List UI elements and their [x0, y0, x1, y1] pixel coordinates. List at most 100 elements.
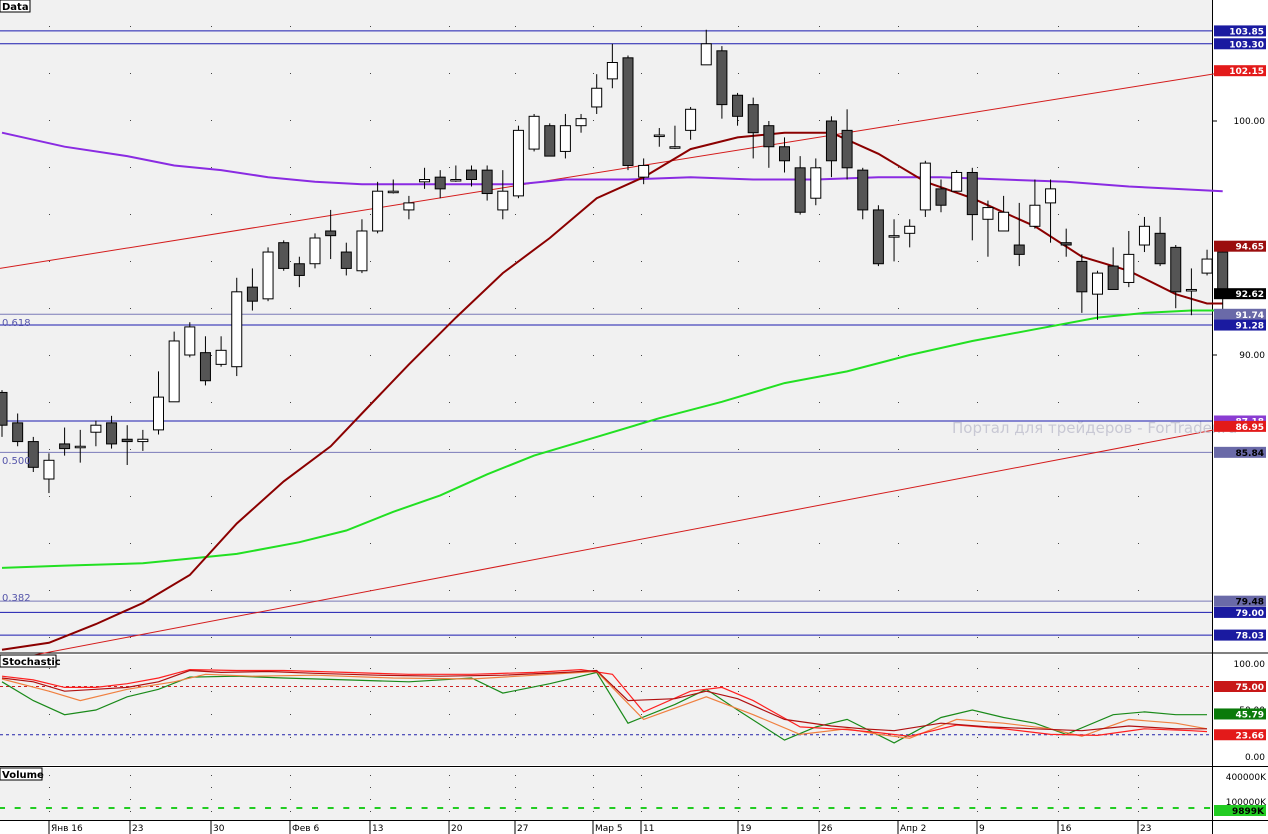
- volume-bar: [828, 807, 835, 809]
- grid-dot: [515, 355, 516, 356]
- volume-bar: [405, 807, 412, 809]
- grid-dot: [738, 355, 739, 356]
- grid-dot: [593, 73, 594, 74]
- horizontal-level-lines: [0, 30, 1212, 636]
- volume-bar: [938, 807, 944, 809]
- volume-bar: [656, 807, 663, 809]
- price-label: 86.95: [1236, 423, 1264, 433]
- volume-bar: [969, 807, 976, 809]
- grid-dot: [1138, 308, 1139, 309]
- data-pane-bg: [0, 0, 1212, 652]
- candle-body: [998, 211, 1010, 232]
- volume-bar: [797, 807, 804, 809]
- grid-dot: [130, 261, 131, 262]
- grid-dot: [130, 799, 131, 800]
- grid-dot: [977, 26, 978, 27]
- fib-label-0382: 0.382: [2, 593, 31, 604]
- stochastic-label-bg: [1214, 729, 1266, 741]
- candle-body: [1138, 225, 1150, 246]
- grid-dot: [211, 308, 212, 309]
- grid-dot: [1138, 120, 1139, 121]
- candle-body: [325, 230, 337, 237]
- candle-body: [231, 291, 243, 368]
- grid-dot: [130, 737, 131, 738]
- grid-dot: [49, 120, 50, 121]
- grid-dot: [130, 26, 131, 27]
- grid-dot: [49, 26, 50, 27]
- grid-dot: [898, 775, 899, 776]
- grid-dot: [593, 737, 594, 738]
- candle-body: [403, 202, 415, 211]
- volume-bar: [515, 807, 522, 809]
- candle-body: [919, 162, 931, 211]
- stoch-tick-label-0: 0.00: [1245, 753, 1265, 763]
- grid-dot: [49, 714, 50, 715]
- grid-dot: [515, 775, 516, 776]
- grid-dot: [211, 355, 212, 356]
- volume-bar: [108, 807, 115, 809]
- price-label: 94.65: [1236, 243, 1264, 253]
- price-label-bg: [1214, 595, 1266, 607]
- candle-body: [638, 164, 650, 178]
- grid-dots: [49, 26, 1139, 812]
- grid-dot: [1058, 775, 1059, 776]
- candle-body: [685, 108, 697, 131]
- grid-dot: [515, 120, 516, 121]
- volume-bar: [390, 807, 397, 809]
- grid-dot: [641, 496, 642, 497]
- grid-dot: [130, 355, 131, 356]
- stochastic-lines: [0, 668, 1212, 744]
- grid-dot: [738, 799, 739, 800]
- volume-title: Volume: [2, 770, 44, 781]
- volume-bar: [499, 807, 506, 809]
- grid-dot: [1138, 496, 1139, 497]
- grid-dot: [211, 120, 212, 121]
- price-label-bg: [1214, 446, 1266, 458]
- volume-bar: [45, 807, 52, 809]
- grid-dot: [593, 590, 594, 591]
- grid-dot: [515, 449, 516, 450]
- grid-dot: [1138, 261, 1139, 262]
- grid-dot: [49, 668, 50, 669]
- grid-dot: [738, 737, 739, 738]
- grid-dot: [449, 167, 450, 168]
- volume-bar: [1078, 807, 1085, 809]
- grid-dot: [898, 26, 899, 27]
- grid-dot: [641, 543, 642, 544]
- grid-dot: [130, 167, 131, 168]
- stochastic-labels: 75.00 45.79 23.66: [1214, 681, 1266, 741]
- price-label-bg: [1214, 65, 1266, 77]
- grid-dot: [130, 449, 131, 450]
- volume-bar: [812, 807, 819, 809]
- grid-dot: [641, 26, 642, 27]
- fib-label-0500: 0.500: [2, 456, 31, 467]
- grid-dot: [370, 668, 371, 669]
- grid-dot: [1138, 737, 1139, 738]
- grid-dot: [290, 775, 291, 776]
- grid-dot: [370, 737, 371, 738]
- grid-dot: [819, 73, 820, 74]
- candle-body: [1029, 204, 1041, 227]
- price-label-bg: [1214, 420, 1266, 432]
- grid-dot: [515, 73, 516, 74]
- volume-bar: [703, 807, 710, 809]
- grid-dot: [370, 167, 371, 168]
- grid-dot: [977, 308, 978, 309]
- grid-dot: [370, 73, 371, 74]
- grid-dot: [898, 691, 899, 692]
- grid-dot: [449, 590, 450, 591]
- grid-dot: [898, 167, 899, 168]
- grid-dot: [819, 402, 820, 403]
- candle-body: [982, 207, 994, 220]
- grid-dot: [641, 261, 642, 262]
- volume-bar: [312, 807, 318, 809]
- grid-dot: [977, 543, 978, 544]
- grid-dot: [819, 637, 820, 638]
- grid-dot: [738, 73, 739, 74]
- grid-dot: [290, 261, 291, 262]
- volume-bar: [859, 807, 866, 809]
- time-label: Фев 6: [292, 824, 319, 834]
- grid-dot: [370, 714, 371, 715]
- grid-dot: [593, 787, 594, 788]
